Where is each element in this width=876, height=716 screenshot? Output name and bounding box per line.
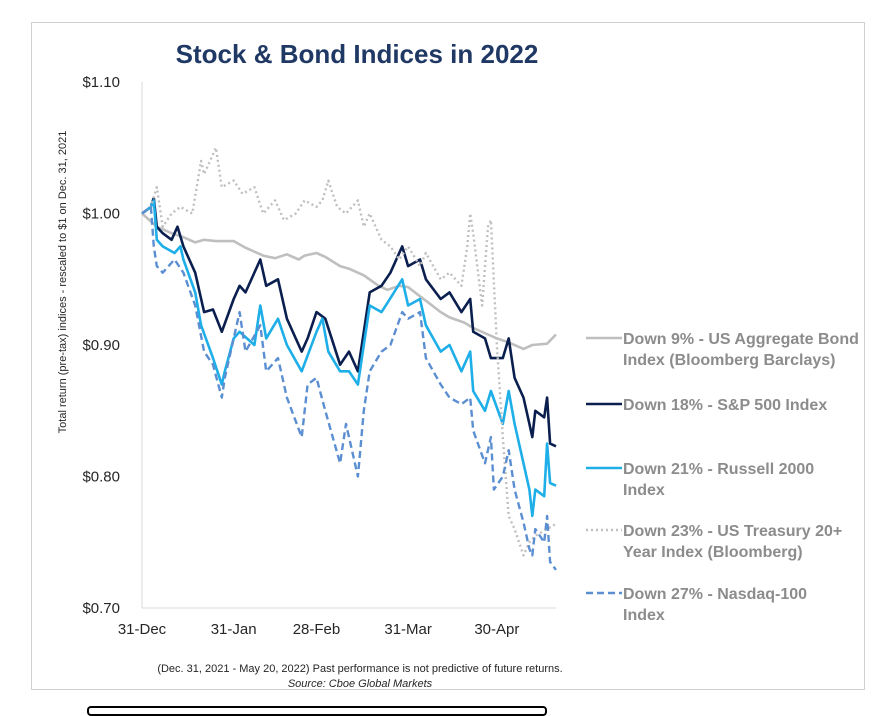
legend-label-3: Down 21% - Russell 2000 bbox=[623, 461, 814, 478]
x-tick-label: 30-Apr bbox=[474, 621, 519, 638]
y-tick-label: $0.80 bbox=[82, 469, 120, 486]
legend-label-4: Down 23% - US Treasury 20+ bbox=[623, 523, 842, 540]
legend-label-3: Index bbox=[623, 482, 665, 499]
footnote-disclaimer: (Dec. 31, 2021 - May 20, 2022) Past perf… bbox=[157, 663, 562, 675]
series-line-1 bbox=[141, 212, 557, 351]
series-lines bbox=[141, 146, 557, 571]
y-tick-label: $1.10 bbox=[82, 74, 120, 91]
chart-title: Stock & Bond Indices in 2022 bbox=[176, 39, 539, 69]
series-line-3 bbox=[141, 199, 557, 518]
y-tick-label: $0.70 bbox=[82, 600, 120, 617]
series-line-4 bbox=[141, 146, 557, 557]
legend-label-1: Index (Bloomberg Barclays) bbox=[623, 352, 836, 369]
chart-frame bbox=[31, 22, 865, 690]
series-line-2 bbox=[141, 196, 557, 448]
y-tick-label: $1.00 bbox=[82, 206, 120, 223]
x-ticks: 31-Dec 31-Jan 28-Feb 31-Mar 30-Apr bbox=[118, 621, 520, 638]
footnote-source: Source: Cboe Global Markets bbox=[288, 678, 433, 690]
legend-label-4: Year Index (Bloomberg) bbox=[623, 544, 803, 561]
x-tick-label: 31-Dec bbox=[118, 621, 167, 638]
legend-label-5: Down 27% - Nasdaq-100 bbox=[623, 586, 807, 603]
x-tick-label: 28-Feb bbox=[293, 621, 341, 638]
legend-label-2: Down 18% - S&P 500 Index bbox=[623, 397, 827, 414]
y-axis-label: Total return (pre-tax) indices - rescale… bbox=[57, 131, 69, 434]
legend: Down 9% - US Aggregate Bond Index (Bloomb… bbox=[586, 331, 859, 624]
legend-label-1: Down 9% - US Aggregate Bond bbox=[623, 331, 859, 348]
x-tick-label: 31-Mar bbox=[384, 621, 432, 638]
y-tick-label: $0.90 bbox=[82, 337, 120, 354]
x-tick-label: 31-Jan bbox=[211, 621, 257, 638]
legend-label-5: Index bbox=[623, 607, 665, 624]
series-line-5 bbox=[141, 205, 557, 571]
y-ticks: $0.70 $0.80 $0.90 $1.00 $1.10 bbox=[82, 74, 120, 617]
